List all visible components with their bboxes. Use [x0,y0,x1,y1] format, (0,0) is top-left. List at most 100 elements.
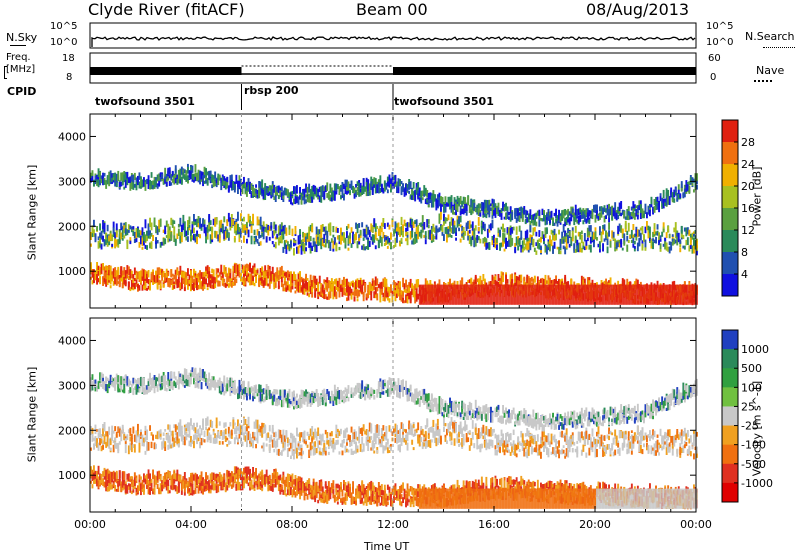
power-cell [367,290,370,299]
power-cell [500,289,503,294]
power-cell [639,212,642,219]
power-cell [147,270,150,278]
power-cell [405,294,407,303]
power-cell [555,287,557,296]
power-cell [279,272,282,279]
power-cell [421,284,424,305]
power-cell [532,214,535,220]
power-cell [535,284,538,305]
velocity-cell [155,476,157,485]
power-cell [380,227,383,233]
velocity-cell [141,482,144,489]
power-cell [424,198,427,204]
velocity-cell [124,481,127,487]
power-cell [541,283,544,289]
power-cell [358,180,361,190]
power-cell [658,200,660,207]
power-cell [335,286,338,290]
power-cell [246,267,248,276]
power-cell [536,240,539,249]
velocity-cell [90,377,92,384]
power-cell [555,285,557,290]
power-cell [279,267,282,277]
power-cell [268,269,271,276]
power-cell [573,288,576,295]
power-cell [643,284,645,305]
power-cell [240,274,242,280]
power-cell [280,222,283,231]
power-cell [552,230,554,240]
power-cell [286,189,289,198]
power-cell [668,246,671,254]
power-cell [565,291,568,300]
power-cell [365,224,368,234]
power-cell [665,297,668,301]
power-cell [259,273,262,282]
power-cell [523,284,526,305]
velocity-cell [129,380,132,386]
power-cell [474,280,477,287]
power-cell [299,229,301,236]
power-cell [509,284,512,305]
power-cell [538,230,541,237]
power-cell [624,285,627,293]
power-cell [173,274,176,280]
power-cell [309,193,312,203]
power-cell [205,270,207,275]
power-cell [223,180,226,185]
power-cell [129,269,132,279]
power-cell [618,223,621,232]
power-cell [229,272,232,279]
power-cell [364,286,367,291]
power-cell [552,217,554,226]
power-cell [277,281,280,288]
power-cell [436,297,439,303]
power-cell [218,280,221,287]
power-cell [540,250,542,253]
power-cell [327,191,330,196]
power-cell [294,196,297,205]
power-cell [327,194,330,198]
velocity-cell [164,385,167,391]
power-cell [462,205,465,209]
power-cell [500,242,503,247]
power-cell [503,284,506,305]
power-cell [355,232,357,241]
power-cell [194,270,197,278]
power-cell [470,279,473,284]
power-cell [597,290,600,294]
power-cell [602,286,604,290]
power-cell [105,180,108,189]
power-cell [685,184,688,192]
power-cell [359,283,362,287]
power-cell [453,280,456,286]
power-cell [243,176,245,185]
power-cell [544,216,547,225]
power-cell [679,286,682,290]
power-cell [388,298,391,303]
power-cell [237,229,239,235]
power-cell [582,280,585,286]
power-cell [482,238,485,244]
power-cell [202,272,204,281]
power-cell [171,279,174,285]
power-cell [433,290,436,294]
power-cell [302,279,304,286]
power-cell [696,289,698,295]
power-cell [200,178,203,182]
power-cell [261,187,264,194]
power-cell [153,176,156,183]
power-cell [203,224,206,230]
power-cell [320,240,323,250]
power-cell [677,285,680,291]
power-cell [532,238,535,243]
power-cell [433,227,436,233]
power-cell [615,241,618,251]
power-cell [443,213,445,222]
power-cell [543,210,545,217]
power-cell [396,283,398,288]
velocity-cell [141,442,144,447]
power-cell [641,287,644,295]
velocity-cell [159,429,162,434]
power-cell [109,266,112,275]
